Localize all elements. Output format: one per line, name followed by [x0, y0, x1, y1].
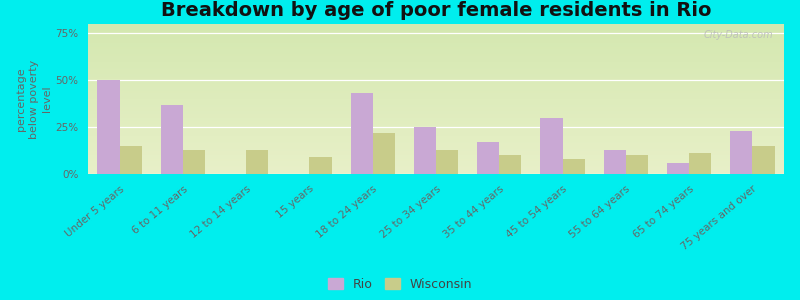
Text: City-Data.com: City-Data.com — [704, 30, 774, 40]
Bar — [499, 155, 522, 174]
Bar — [730, 131, 752, 174]
Bar — [246, 150, 268, 174]
Bar — [477, 142, 499, 174]
Bar — [310, 157, 331, 174]
Bar — [604, 150, 626, 174]
Bar — [626, 155, 648, 174]
Bar — [183, 150, 205, 174]
Bar — [350, 93, 373, 174]
Bar — [752, 146, 774, 174]
Bar — [98, 80, 120, 174]
Bar — [667, 163, 689, 174]
Bar — [689, 153, 711, 174]
Bar — [161, 105, 183, 174]
Bar — [541, 118, 562, 174]
Bar — [562, 159, 585, 174]
Title: Breakdown by age of poor female residents in Rio: Breakdown by age of poor female resident… — [161, 1, 711, 20]
Bar — [436, 150, 458, 174]
Bar — [414, 127, 436, 174]
Y-axis label: percentage
below poverty
level: percentage below poverty level — [16, 59, 52, 139]
Bar — [373, 133, 395, 174]
Legend: Rio, Wisconsin: Rio, Wisconsin — [327, 278, 473, 291]
Bar — [120, 146, 142, 174]
